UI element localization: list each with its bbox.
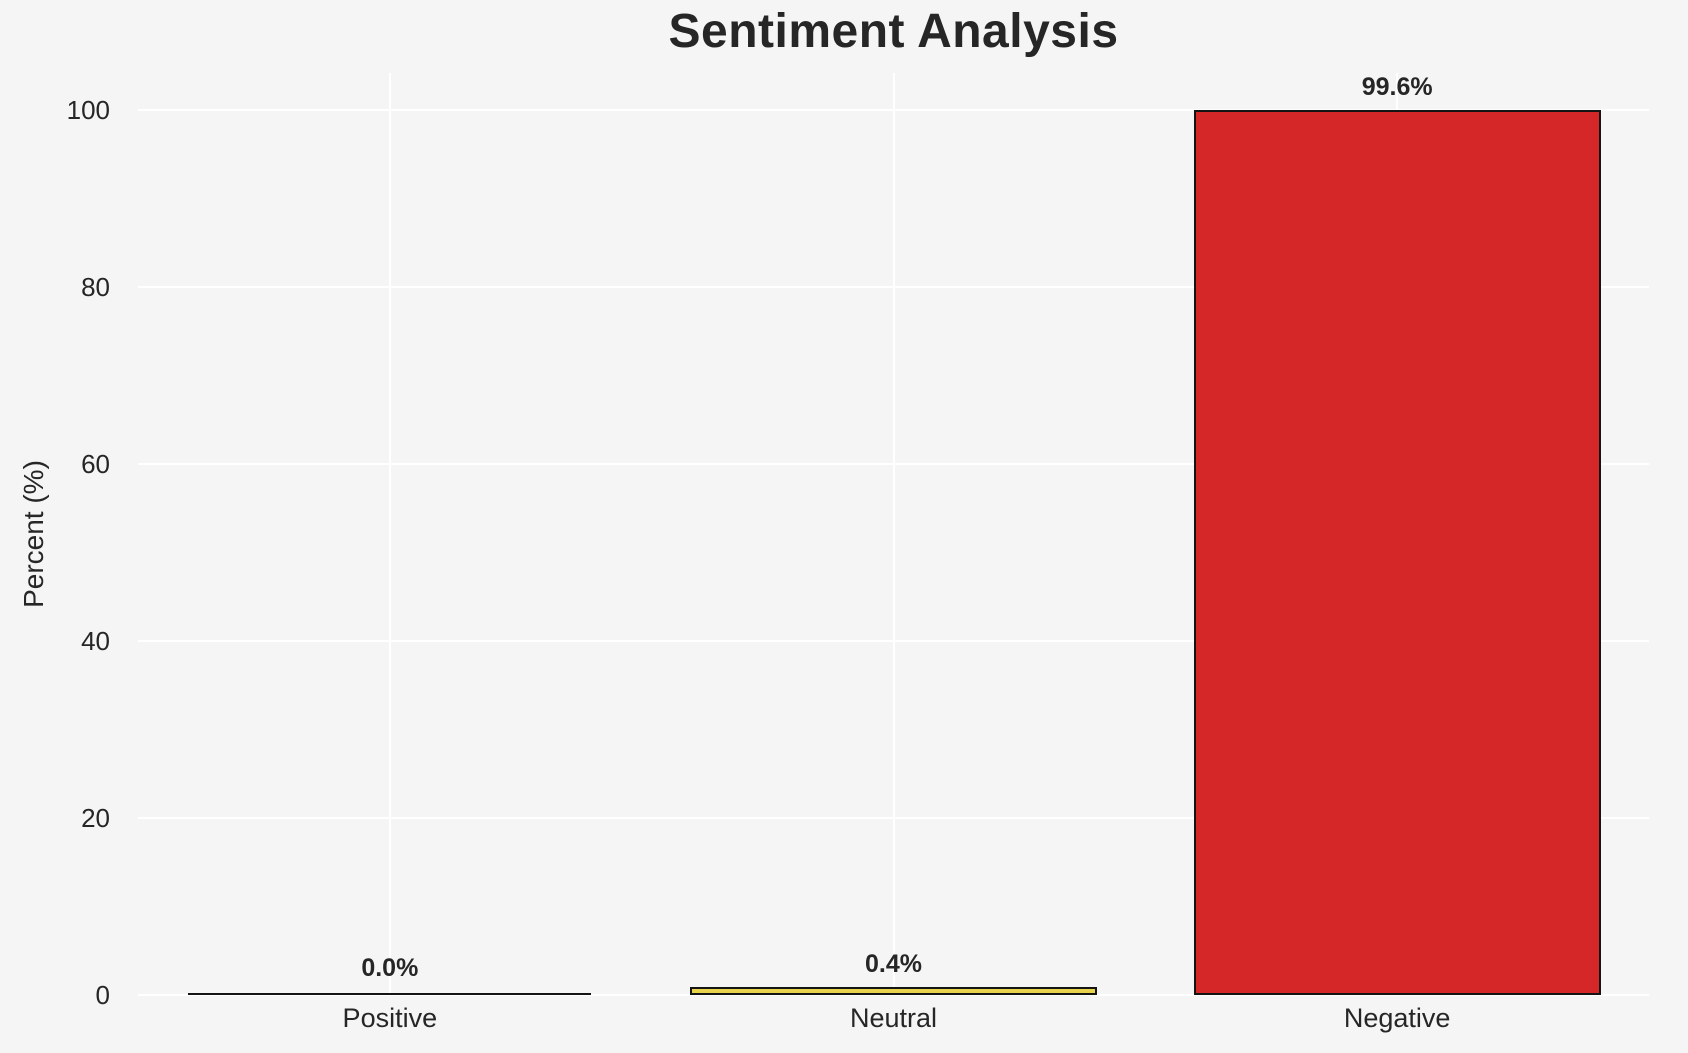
gridline-x-neutral [892, 73, 895, 995]
xtick-negative: Negative [1343, 1003, 1451, 1033]
xtick-neutral: Neutral [849, 1003, 938, 1033]
bar-positive [188, 993, 592, 995]
bar-negative [1193, 109, 1601, 995]
ytick-40: 40 [81, 626, 110, 657]
bar-neutral [690, 987, 1097, 995]
plot-area: 0.0% 0.4% 99.6% [138, 72, 1649, 996]
ytick-20: 20 [81, 803, 110, 834]
ytick-80: 80 [81, 272, 110, 303]
gridline-y-0 [138, 994, 1649, 996]
ytick-60: 60 [81, 449, 110, 480]
ytick-100: 100 [66, 95, 110, 126]
value-label-positive: 0.0% [361, 954, 419, 982]
value-label-negative: 99.6% [1361, 72, 1433, 101]
ytick-0: 0 [95, 980, 110, 1010]
chart-title: Sentiment Analysis [668, 5, 1119, 58]
xtick-positive: Positive [342, 1003, 438, 1033]
gridline-x-positive [388, 73, 391, 995]
y-axis-label: Percent (%) [18, 460, 49, 608]
value-label-neutral: 0.4% [865, 950, 922, 979]
